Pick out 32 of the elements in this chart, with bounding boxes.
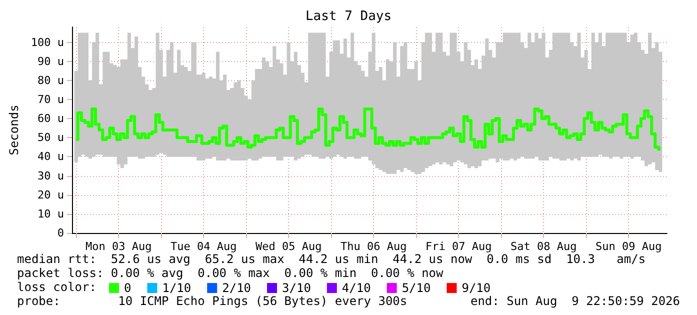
text: end: Sun Aug 9 22:50:59 2026: [470, 294, 680, 308]
x-tick-label: Sat 08 Aug: [510, 240, 577, 253]
legend-label: 5/10: [402, 281, 431, 295]
x-tick-label: Mon 03 Aug: [85, 240, 152, 253]
text: packet loss: 0.00 % avg 0.00 % max 0.00 % min 0.00 % now: [17, 266, 444, 280]
x-tick-label: Fri 07 Aug: [425, 240, 492, 253]
text: probe: 10 ICMP Echo Pings (56 Bytes) every 300s: [17, 294, 408, 308]
y-tick-label: 20 u: [38, 188, 64, 202]
y-tick-label: 100 u: [30, 36, 64, 49]
y-axis-title: Seconds: [7, 104, 21, 156]
legend-label: 2/10: [222, 281, 252, 295]
x-tick-label: Sun 09 Aug: [595, 240, 662, 253]
legend-label: 1/10: [162, 281, 192, 295]
y-tick-label: 90 u: [38, 54, 64, 68]
y-tick-label: 80 u: [38, 74, 64, 87]
text: median rtt: 52.6 us avg 65.2 us max 44.2 us min 44.2 us now 0.0 ms sd 10.3 am/s: [17, 252, 646, 266]
legend-label: 9/10: [462, 281, 491, 295]
legend-label: 4/10: [342, 281, 371, 295]
text: loss color:: [17, 280, 96, 294]
x-tick-label: Thu 06 Aug: [340, 240, 407, 253]
y-tick-label: 50 u: [38, 131, 64, 144]
x-tick-label: Wed 05 Aug: [255, 240, 322, 253]
y-tick-label: 40 u: [38, 150, 64, 164]
y-tick-label: 30 u: [38, 169, 64, 182]
y-tick-label: 70 u: [38, 92, 64, 106]
chart-title: Last 7 Days: [305, 9, 392, 24]
y-tick-label: 10 u: [38, 207, 64, 220]
legend-label: 0: [124, 281, 132, 295]
legend-label: 3/10: [282, 281, 311, 295]
y-tick-label: 60 u: [38, 112, 64, 126]
x-tick-label: Tue 04 Aug: [170, 240, 237, 253]
y-tick-label: 0: [57, 226, 64, 240]
